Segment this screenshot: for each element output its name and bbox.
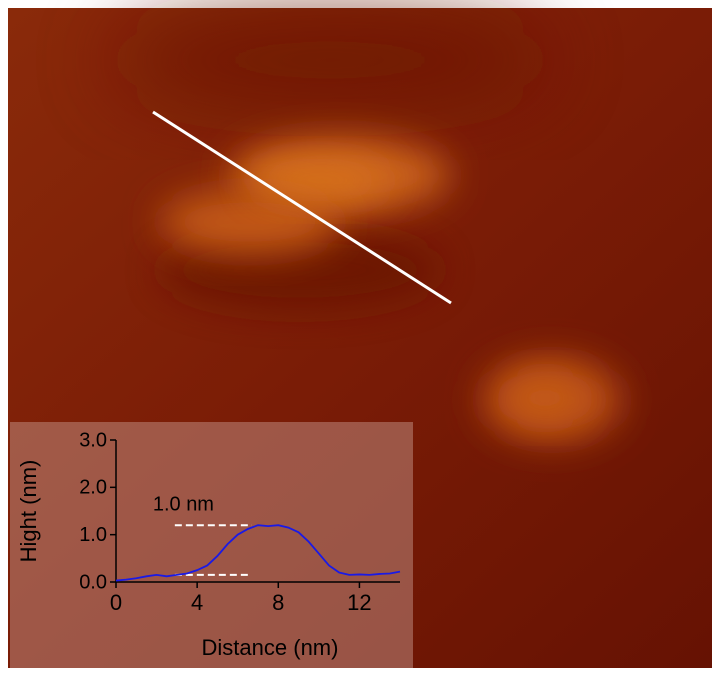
y-axis-title: Hight (nm) — [16, 460, 41, 563]
inset-panel — [10, 422, 413, 668]
x-tick-label: 12 — [347, 590, 371, 615]
x-tick-label: 8 — [272, 590, 284, 615]
y-tick-label: 2.0 — [79, 477, 107, 499]
x-tick-label: 0 — [110, 590, 122, 615]
y-tick-label: 3.0 — [79, 429, 107, 451]
annotation: 1.0 nm — [153, 493, 214, 515]
x-tick-label: 4 — [191, 590, 203, 615]
x-axis-title: Distance (nm) — [202, 635, 339, 660]
afm-figure: 0.0 1.0 2.0 3.0 0 4 8 12 Distance (nm) Hight (nm)… — [0, 0, 712, 668]
y-tick-label: 0.0 — [79, 571, 107, 593]
y-tick-label: 1.0 — [79, 524, 107, 546]
